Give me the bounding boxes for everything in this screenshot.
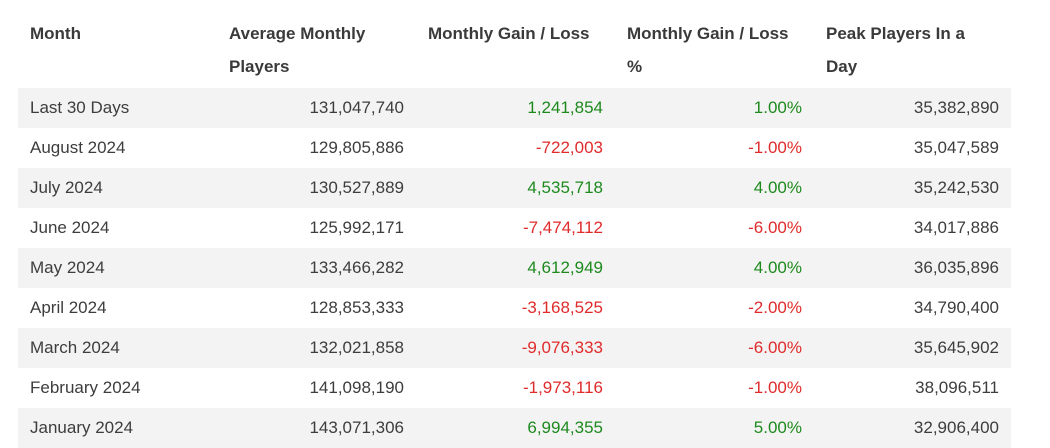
cell-monthly-gain: -1,973,116 [416, 368, 615, 408]
player-stats-table: Month Average Monthly Players Monthly Ga… [18, 0, 1011, 448]
cell-average-players: 143,071,306 [217, 408, 416, 448]
cell-monthly-gain-percent: 4.00% [615, 248, 814, 288]
cell-monthly-gain: -722,003 [416, 128, 615, 168]
table-body: Last 30 Days 131,047,740 1,241,854 1.00%… [18, 88, 1011, 448]
cell-average-players: 131,047,740 [217, 88, 416, 128]
cell-monthly-gain-percent: -6.00% [615, 328, 814, 368]
table-row: July 2024 130,527,889 4,535,718 4.00% 35… [18, 168, 1011, 208]
cell-monthly-gain-percent: -1.00% [615, 128, 814, 168]
cell-month: June 2024 [18, 208, 217, 248]
cell-month: Last 30 Days [18, 88, 217, 128]
cell-monthly-gain: -9,076,333 [416, 328, 615, 368]
cell-peak-players: 34,790,400 [814, 288, 1011, 328]
cell-peak-players: 35,382,890 [814, 88, 1011, 128]
cell-monthly-gain: 6,994,355 [416, 408, 615, 448]
header-peak-players-in-a-day: Peak Players In a Day [826, 24, 965, 76]
table-row: February 2024 141,098,190 -1,973,116 -1.… [18, 368, 1011, 408]
cell-month: January 2024 [18, 408, 217, 448]
cell-month: May 2024 [18, 248, 217, 288]
cell-month: August 2024 [18, 128, 217, 168]
table-row: January 2024 143,071,306 6,994,355 5.00%… [18, 408, 1011, 448]
cell-peak-players: 32,906,400 [814, 408, 1011, 448]
cell-monthly-gain: -7,474,112 [416, 208, 615, 248]
cell-month: April 2024 [18, 288, 217, 328]
header-monthly-gain-loss-percent: Monthly Gain / Loss % [627, 24, 789, 76]
table-row: March 2024 132,021,858 -9,076,333 -6.00%… [18, 328, 1011, 368]
cell-average-players: 141,098,190 [217, 368, 416, 408]
cell-monthly-gain-percent: -1.00% [615, 368, 814, 408]
table-row: April 2024 128,853,333 -3,168,525 -2.00%… [18, 288, 1011, 328]
table-header-row: Month Average Monthly Players Monthly Ga… [18, 0, 1011, 88]
cell-average-players: 133,466,282 [217, 248, 416, 288]
table-row: Last 30 Days 131,047,740 1,241,854 1.00%… [18, 88, 1011, 128]
cell-month: March 2024 [18, 328, 217, 368]
table-row: May 2024 133,466,282 4,612,949 4.00% 36,… [18, 248, 1011, 288]
cell-peak-players: 38,096,511 [814, 368, 1011, 408]
cell-peak-players: 35,242,530 [814, 168, 1011, 208]
cell-month: July 2024 [18, 168, 217, 208]
cell-monthly-gain-percent: 4.00% [615, 168, 814, 208]
cell-peak-players: 36,035,896 [814, 248, 1011, 288]
cell-monthly-gain: -3,168,525 [416, 288, 615, 328]
cell-monthly-gain: 4,612,949 [416, 248, 615, 288]
cell-average-players: 128,853,333 [217, 288, 416, 328]
cell-peak-players: 35,047,589 [814, 128, 1011, 168]
cell-average-players: 132,021,858 [217, 328, 416, 368]
cell-monthly-gain: 1,241,854 [416, 88, 615, 128]
table-row: June 2024 125,992,171 -7,474,112 -6.00% … [18, 208, 1011, 248]
cell-average-players: 125,992,171 [217, 208, 416, 248]
table-row: August 2024 129,805,886 -722,003 -1.00% … [18, 128, 1011, 168]
header-monthly-gain-loss: Monthly Gain / Loss [428, 24, 590, 43]
cell-peak-players: 34,017,886 [814, 208, 1011, 248]
header-average-monthly-players: Average Monthly Players [229, 24, 366, 76]
cell-average-players: 130,527,889 [217, 168, 416, 208]
cell-monthly-gain: 4,535,718 [416, 168, 615, 208]
cell-peak-players: 35,645,902 [814, 328, 1011, 368]
player-stats-table-container: Month Average Monthly Players Monthly Ga… [18, 0, 1011, 448]
header-month: Month [30, 24, 81, 43]
cell-average-players: 129,805,886 [217, 128, 416, 168]
cell-monthly-gain-percent: 5.00% [615, 408, 814, 448]
cell-month: February 2024 [18, 368, 217, 408]
cell-monthly-gain-percent: 1.00% [615, 88, 814, 128]
cell-monthly-gain-percent: -6.00% [615, 208, 814, 248]
cell-monthly-gain-percent: -2.00% [615, 288, 814, 328]
